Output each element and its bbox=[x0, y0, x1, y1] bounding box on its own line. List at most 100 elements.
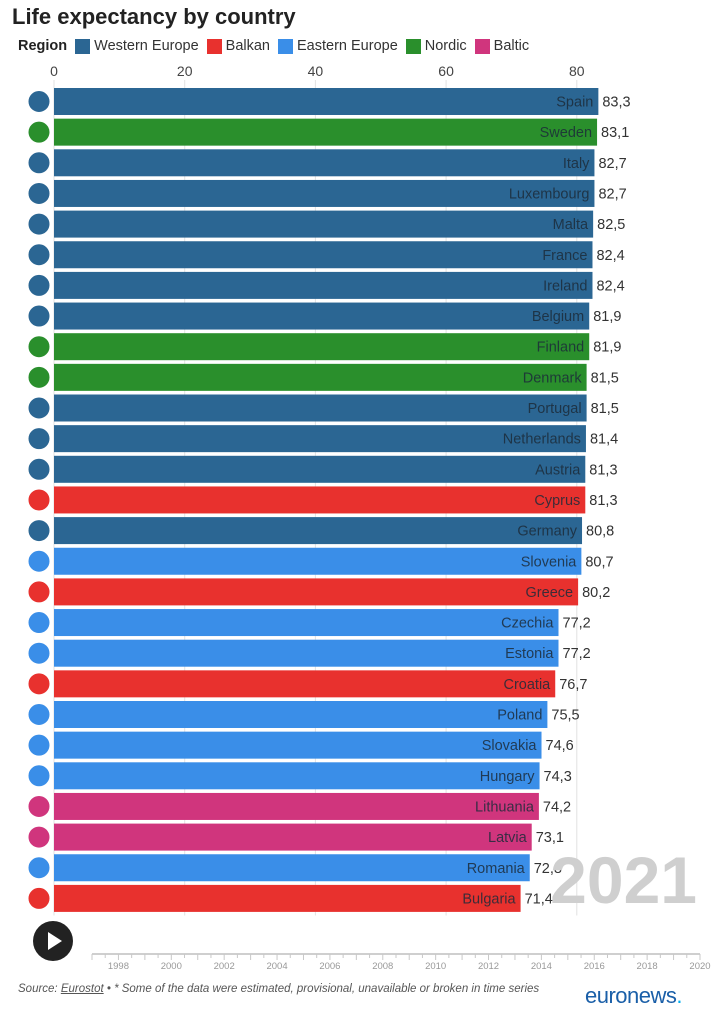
legend-title: Region bbox=[18, 38, 68, 54]
bar[interactable] bbox=[54, 271, 593, 299]
bar[interactable] bbox=[54, 118, 598, 146]
timeline-year-label[interactable]: 1998 bbox=[108, 961, 129, 972]
legend-item[interactable]: Eastern Europe bbox=[278, 38, 398, 54]
timeline-year-label[interactable]: 2014 bbox=[531, 961, 552, 972]
legend-swatch bbox=[75, 38, 91, 54]
value-label: 82,4 bbox=[596, 278, 624, 294]
timeline-year-label[interactable]: 2012 bbox=[478, 961, 499, 972]
category-label: Malta bbox=[553, 217, 589, 233]
country-flag-icon bbox=[26, 640, 52, 666]
legend-swatch bbox=[278, 38, 293, 54]
bar[interactable] bbox=[54, 88, 599, 115]
value-label: 77,2 bbox=[563, 646, 591, 662]
bar[interactable] bbox=[54, 333, 590, 361]
timeline-year-label[interactable]: 2008 bbox=[372, 961, 393, 972]
country-flag-icon bbox=[26, 426, 52, 452]
bar[interactable] bbox=[54, 854, 530, 882]
country-flag-icon bbox=[26, 303, 52, 329]
bar[interactable] bbox=[54, 823, 532, 851]
category-label: Sweden bbox=[540, 125, 592, 141]
value-label: 75,5 bbox=[551, 708, 579, 724]
bar[interactable] bbox=[54, 609, 559, 637]
x-tick-label: 0 bbox=[50, 63, 58, 79]
legend-item[interactable]: Nordic bbox=[405, 38, 467, 54]
bar[interactable] bbox=[54, 792, 539, 820]
country-flag-icon bbox=[26, 610, 52, 636]
legend: Region Western Europe Balkan Eastern Europ… bbox=[18, 38, 537, 54]
country-flag-icon bbox=[26, 334, 52, 360]
category-label: Luxembourg bbox=[509, 186, 590, 202]
bar[interactable] bbox=[54, 517, 583, 545]
country-flag-icon bbox=[26, 395, 52, 421]
legend-item[interactable]: Western Europe bbox=[75, 38, 199, 54]
bar[interactable] bbox=[54, 731, 542, 759]
value-label: 81,5 bbox=[591, 370, 619, 386]
bar[interactable] bbox=[54, 884, 521, 912]
bar[interactable] bbox=[54, 394, 587, 422]
country-flag-icon bbox=[26, 885, 52, 911]
bar[interactable] bbox=[54, 547, 582, 575]
play-button[interactable] bbox=[33, 921, 73, 961]
value-label: 82,7 bbox=[598, 186, 626, 202]
value-label: 82,4 bbox=[596, 248, 624, 264]
bar[interactable] bbox=[54, 179, 595, 207]
country-flag-icon bbox=[26, 518, 52, 544]
bar[interactable] bbox=[54, 149, 595, 177]
timeline-year-label[interactable]: 2016 bbox=[584, 961, 605, 972]
category-label: Latvia bbox=[488, 830, 528, 846]
category-label: Hungary bbox=[480, 769, 536, 785]
x-tick-label: 40 bbox=[308, 63, 324, 79]
legend-item[interactable]: Baltic bbox=[474, 38, 529, 54]
bar[interactable] bbox=[54, 701, 548, 728]
country-flag-icon bbox=[26, 702, 52, 727]
euronews-logo[interactable]: euronews. bbox=[585, 983, 682, 1009]
category-label: Germany bbox=[517, 524, 577, 540]
country-flag-icon bbox=[26, 180, 52, 206]
bar[interactable] bbox=[54, 302, 590, 330]
category-label: Slovenia bbox=[521, 554, 578, 570]
category-label: France bbox=[542, 248, 587, 264]
source-text: • * Some of the data were estimated, pro… bbox=[103, 983, 540, 995]
country-flag-icon bbox=[26, 763, 52, 789]
value-label: 80,7 bbox=[585, 554, 613, 570]
bar[interactable] bbox=[54, 670, 556, 698]
legend-swatch bbox=[405, 38, 421, 54]
value-label: 81,5 bbox=[591, 401, 619, 417]
timeline-year-label[interactable]: 2018 bbox=[637, 961, 658, 972]
source-link[interactable]: Eurostot bbox=[60, 983, 104, 995]
value-label: 82,7 bbox=[598, 156, 626, 172]
timeline-year-label[interactable]: 2020 bbox=[689, 961, 710, 972]
country-flag-icon bbox=[26, 242, 52, 268]
bar[interactable] bbox=[54, 639, 559, 667]
country-flag-icon bbox=[26, 671, 52, 697]
legend-item[interactable]: Balkan bbox=[206, 38, 270, 54]
logo-dot: . bbox=[676, 983, 683, 1008]
bar[interactable] bbox=[54, 486, 586, 514]
value-label: 83,1 bbox=[601, 125, 629, 141]
bar[interactable] bbox=[54, 425, 586, 453]
bar[interactable] bbox=[54, 455, 586, 483]
timeline-year-label[interactable]: 2002 bbox=[214, 961, 235, 972]
bar[interactable] bbox=[54, 241, 593, 269]
value-label: 76,7 bbox=[559, 677, 587, 693]
year-timeline[interactable]: 1998 2000 2002 2004 2006 2008 2010 2012 2014 2016… bbox=[0, 940, 722, 975]
category-label: Czechia bbox=[501, 616, 554, 632]
category-label: Portugal bbox=[528, 401, 582, 417]
x-tick-label: 80 bbox=[569, 63, 585, 79]
bar[interactable] bbox=[54, 210, 594, 238]
bar[interactable] bbox=[54, 762, 540, 790]
value-label: 74,2 bbox=[543, 799, 571, 815]
value-label: 77,2 bbox=[563, 616, 591, 632]
timeline-year-label[interactable]: 2010 bbox=[425, 961, 446, 972]
timeline-year-label[interactable]: 2000 bbox=[161, 961, 182, 972]
timeline-year-label[interactable]: 2006 bbox=[319, 961, 340, 972]
timeline-year-label[interactable]: 2004 bbox=[266, 961, 287, 972]
legend-label: Eastern Europe bbox=[297, 38, 398, 54]
bar[interactable] bbox=[54, 363, 587, 391]
country-flag-icon bbox=[26, 548, 52, 574]
value-label: 72,8 bbox=[534, 861, 562, 877]
x-tick-label: 20 bbox=[177, 63, 193, 79]
value-label: 81,3 bbox=[589, 493, 617, 509]
x-tick-label: 60 bbox=[438, 63, 454, 79]
bar[interactable] bbox=[54, 578, 579, 606]
